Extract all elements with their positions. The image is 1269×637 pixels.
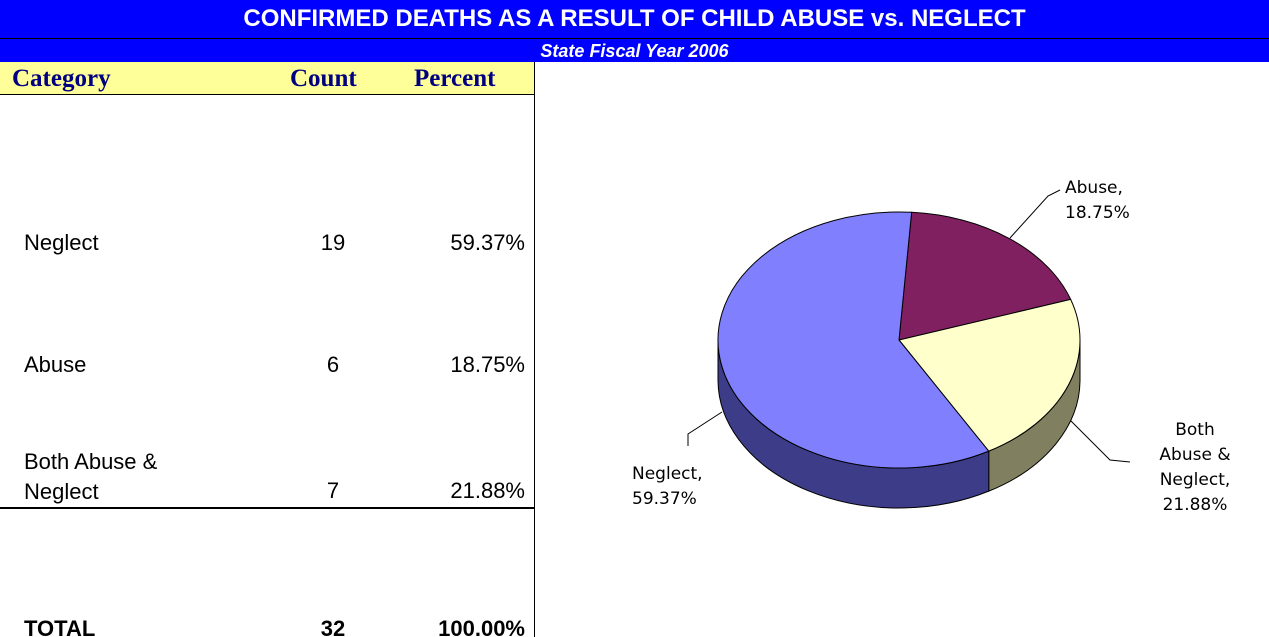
cell: 7 bbox=[326, 478, 340, 503]
slice-label: Both Abuse & Neglect, bbox=[1159, 420, 1231, 490]
slice-label: Neglect, bbox=[632, 464, 703, 484]
leader-line bbox=[687, 411, 723, 446]
column-header: Count bbox=[290, 65, 357, 92]
slice-value-label: 59.37% bbox=[632, 489, 697, 509]
cell: Both Abuse & Neglect bbox=[24, 449, 158, 504]
table-body: Neglect 19 59.37% Abuse 6 18.75% Both Ab… bbox=[0, 95, 535, 637]
column-header: Category bbox=[12, 65, 111, 92]
slice bbox=[898, 298, 1081, 452]
column-header: Percent bbox=[414, 65, 496, 92]
table-header: Category Count Percent bbox=[0, 62, 535, 95]
slice bbox=[898, 211, 1072, 341]
cell: 19 bbox=[320, 230, 346, 255]
slice-label: Abuse, bbox=[1065, 178, 1123, 198]
divider bbox=[0, 507, 534, 509]
cell: Neglect bbox=[24, 230, 99, 255]
leader-lines bbox=[687, 189, 1131, 463]
subtitle: State Fiscal Year 2006 bbox=[0, 38, 1269, 62]
cell: 100.00% bbox=[438, 616, 525, 637]
cell: 59.37% bbox=[450, 230, 525, 255]
leader-line bbox=[1069, 419, 1131, 463]
cell: 21.88% bbox=[450, 478, 525, 503]
slice-value-label: 18.75% bbox=[1065, 203, 1130, 223]
cell: 32 bbox=[320, 616, 346, 637]
title: CONFIRMED DEATHS AS A RESULT OF CHILD AB… bbox=[0, 0, 1269, 38]
leader-line bbox=[1009, 189, 1061, 239]
cell: 18.75% bbox=[450, 352, 525, 377]
cell: 6 bbox=[326, 352, 340, 377]
slice bbox=[717, 211, 990, 469]
slice-value-label: 21.88% bbox=[1162, 495, 1228, 515]
cell: Abuse bbox=[24, 352, 87, 377]
cell: TOTAL bbox=[24, 616, 96, 637]
